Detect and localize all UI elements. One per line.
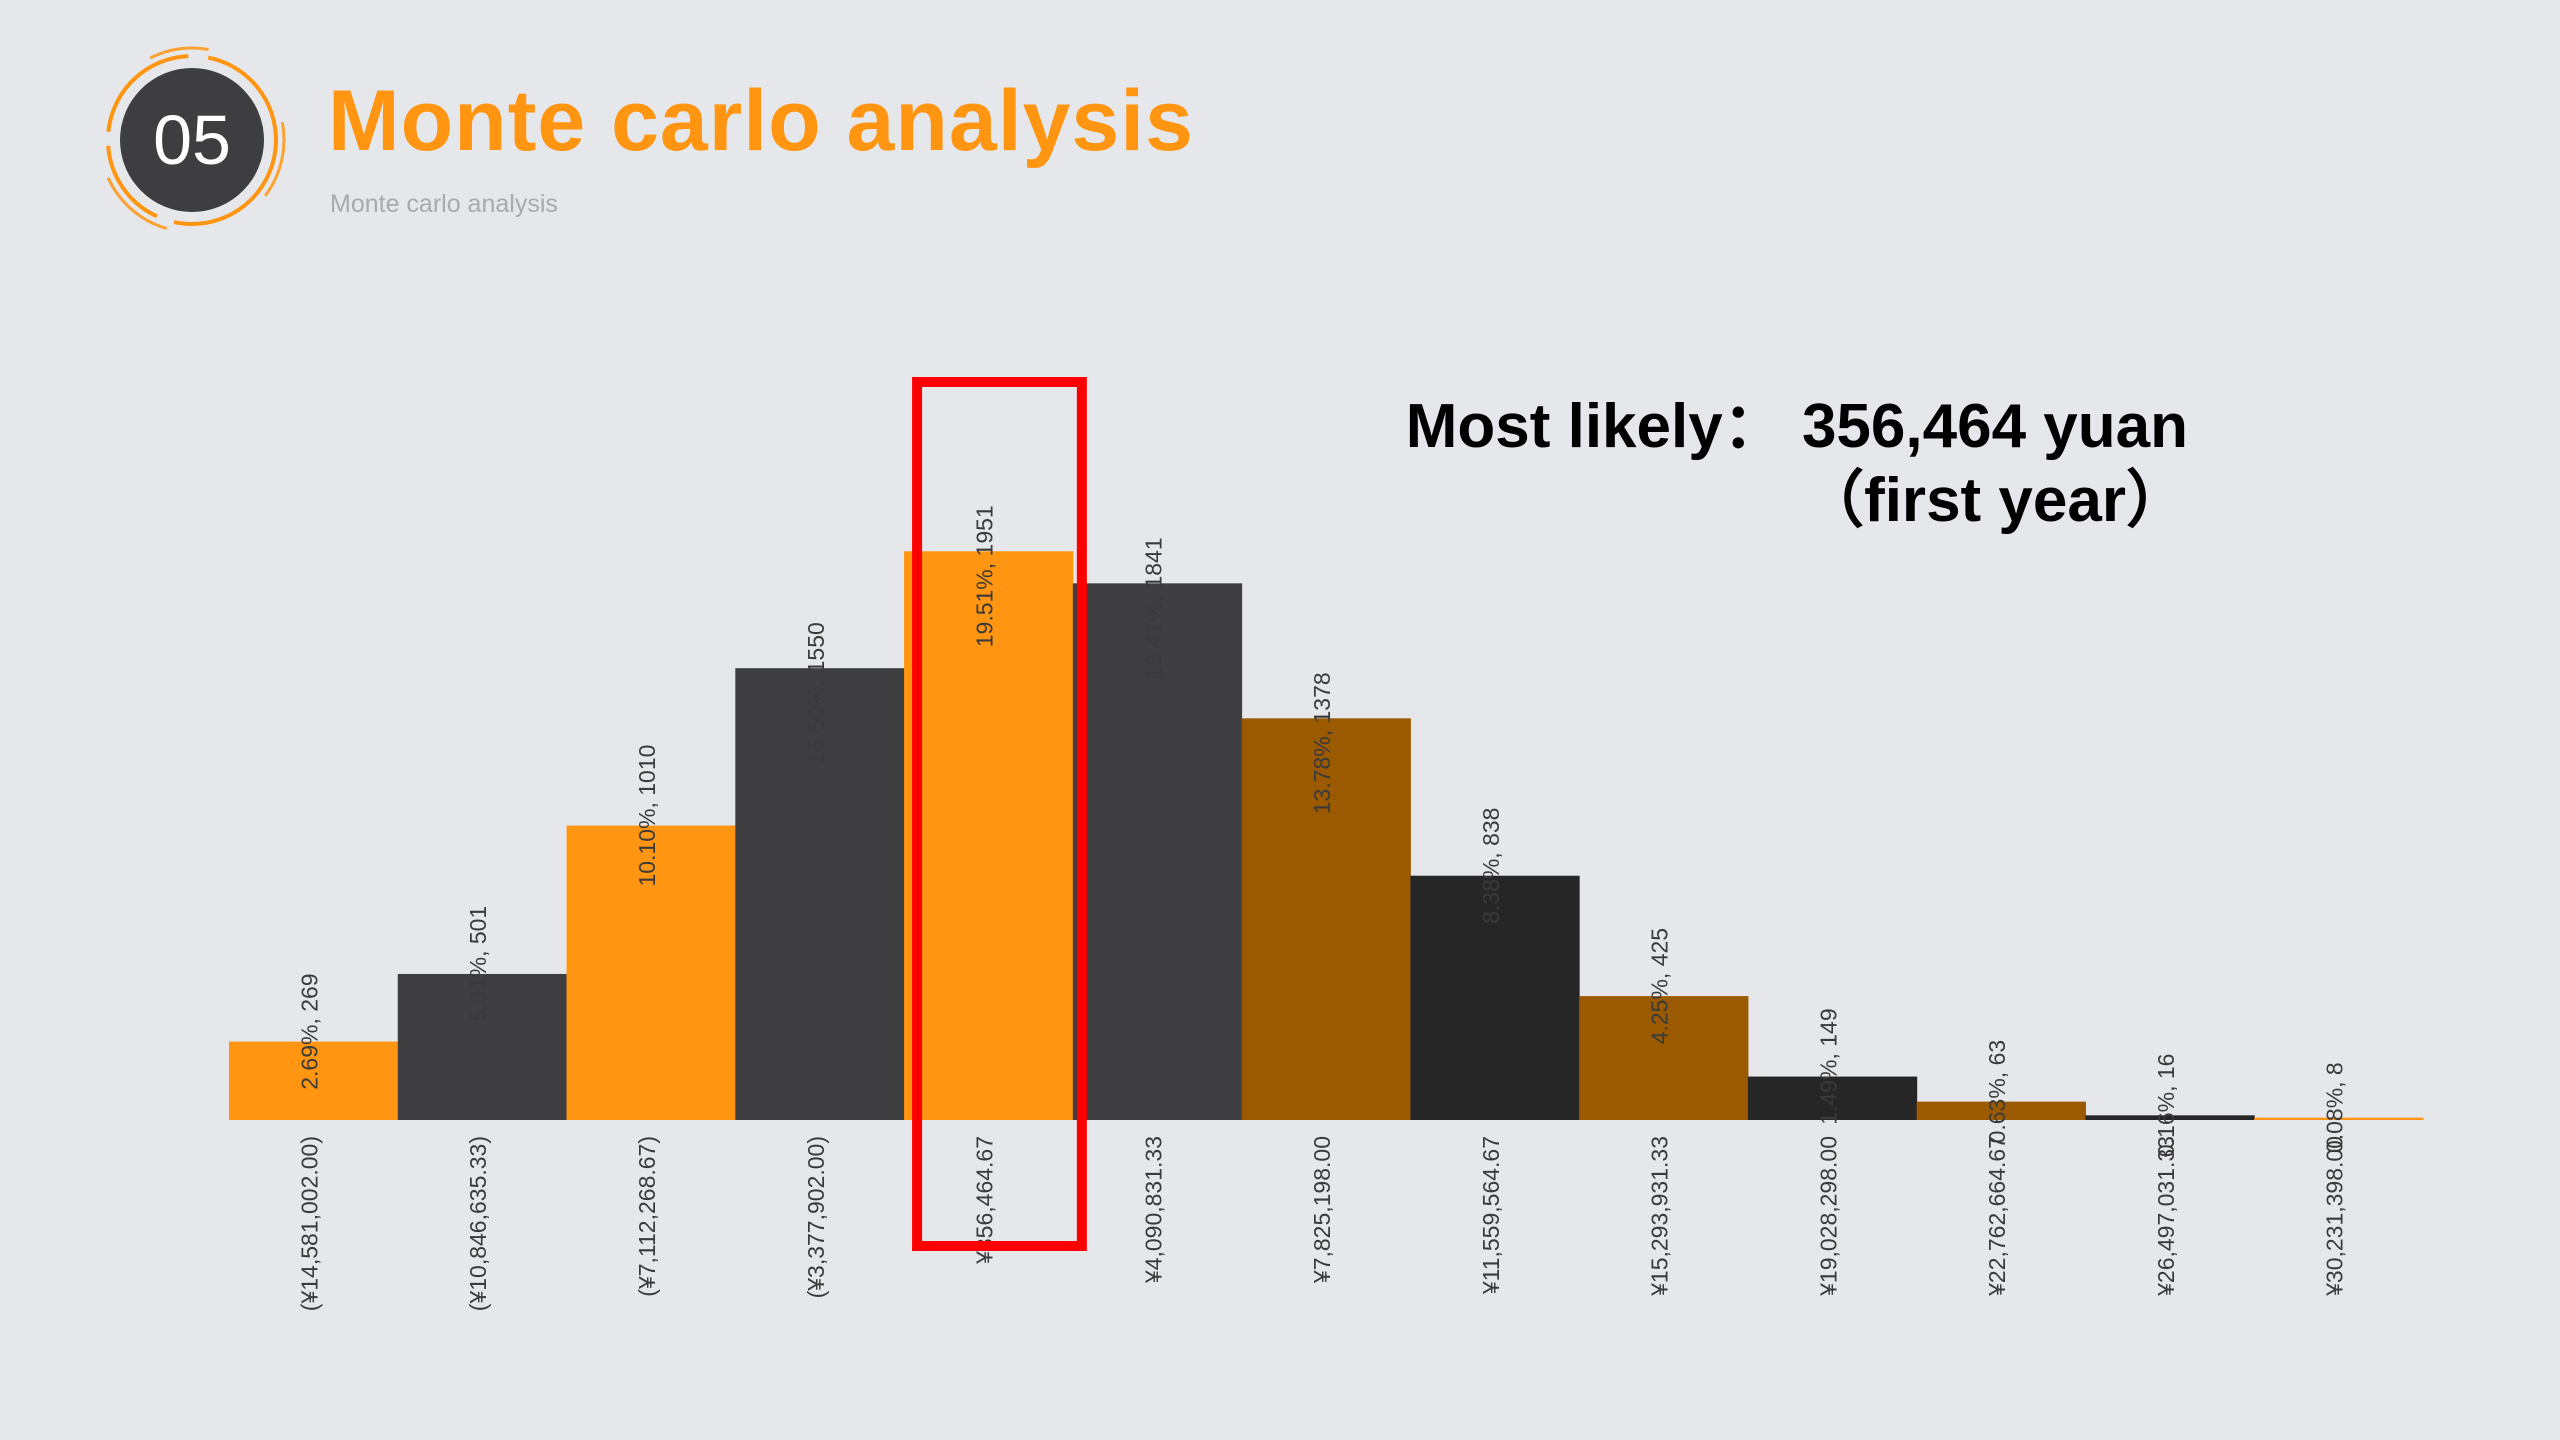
data-label-5: 19.51%, 1951 bbox=[972, 505, 998, 647]
bar-7 bbox=[1241, 718, 1411, 1120]
data-label-9: 4.25%, 425 bbox=[1647, 928, 1673, 1044]
page-title: Monte carlo analysis bbox=[328, 73, 1194, 169]
x-tick-label-9: ¥15,293,931.33 bbox=[1647, 1136, 1673, 1297]
page-subtitle: Monte carlo analysis bbox=[330, 190, 558, 218]
data-label-6: 18.41%, 1841 bbox=[1140, 537, 1166, 679]
data-label-8: 8.38%, 838 bbox=[1478, 808, 1504, 924]
x-tick-label-12: ¥26,497,031.33 bbox=[2153, 1136, 2179, 1297]
bar-10 bbox=[1747, 1076, 1918, 1120]
bar-4 bbox=[735, 668, 905, 1120]
data-label-13: 0.08%, 8 bbox=[2322, 1062, 2348, 1153]
data-label-10: 1.49%, 149 bbox=[1815, 1008, 1841, 1124]
bar-12 bbox=[2085, 1115, 2255, 1120]
bar-9 bbox=[1579, 996, 1749, 1120]
bar-5 bbox=[904, 551, 1074, 1120]
section-number: 05 bbox=[153, 101, 231, 179]
data-label-2: 5.01%, 501 bbox=[465, 906, 491, 1022]
x-tick-label-13: ¥30,231,398.00 bbox=[2322, 1136, 2348, 1297]
x-tick-label-4: (¥3,377,902.00) bbox=[803, 1136, 829, 1298]
section-number-badge bbox=[98, 46, 286, 234]
bar-8 bbox=[1410, 875, 1580, 1120]
data-label-4: 15.50%, 1550 bbox=[803, 622, 829, 764]
x-tick-label-8: ¥11,559,564.67 bbox=[1478, 1136, 1504, 1295]
bar-2 bbox=[397, 973, 568, 1120]
x-tick-label-2: (¥10,846,635.33) bbox=[465, 1136, 491, 1311]
x-tick-label-7: ¥7,825,198.00 bbox=[1309, 1136, 1335, 1284]
x-tick-label-6: ¥4,090,831.33 bbox=[1140, 1136, 1166, 1284]
data-label-12: 0.16%, 16 bbox=[2153, 1054, 2179, 1158]
bar-3 bbox=[566, 825, 736, 1120]
x-tick-label-3: (¥7,112,268.67) bbox=[634, 1136, 660, 1297]
annotation-line-2: （first year） bbox=[1802, 466, 2188, 535]
data-label-11: 0.63%, 63 bbox=[1984, 1040, 2010, 1144]
data-label-1: 2.69%, 269 bbox=[296, 973, 322, 1089]
bar-6 bbox=[1072, 583, 1243, 1120]
x-tick-label-10: ¥19,028,298.00 bbox=[1815, 1136, 1841, 1297]
bar-1 bbox=[229, 1041, 399, 1120]
bar-11 bbox=[1916, 1101, 2086, 1120]
most-likely-annotation: Most likely： 356,464 yuan （first year） bbox=[1406, 390, 2188, 538]
annotation-line-1: Most likely： 356,464 yuan bbox=[1405, 392, 2188, 461]
data-label-3: 10.10%, 1010 bbox=[634, 745, 660, 887]
bar-13 bbox=[2254, 1117, 2424, 1120]
x-tick-label-11: ¥22,762,664.67 bbox=[1984, 1136, 2010, 1297]
x-tick-label-1: (¥14,581,002.00) bbox=[296, 1136, 322, 1311]
data-label-7: 13.78%, 1378 bbox=[1309, 672, 1335, 814]
highlight-box bbox=[912, 377, 1087, 1251]
